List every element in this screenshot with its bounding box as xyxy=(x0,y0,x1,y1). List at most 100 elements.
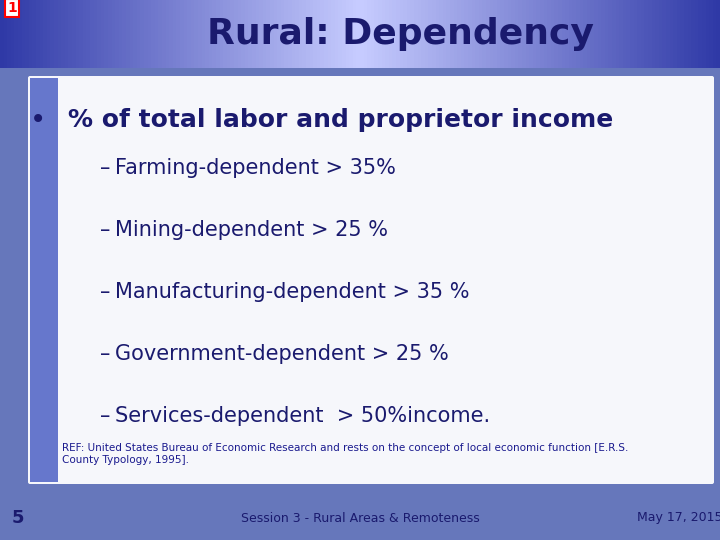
Polygon shape xyxy=(371,0,374,68)
Polygon shape xyxy=(162,0,166,68)
Polygon shape xyxy=(702,0,706,68)
Polygon shape xyxy=(83,0,86,68)
Polygon shape xyxy=(151,0,155,68)
Polygon shape xyxy=(281,0,284,68)
Polygon shape xyxy=(112,0,115,68)
Polygon shape xyxy=(277,0,281,68)
Polygon shape xyxy=(432,0,436,68)
Text: Rural: Dependency: Rural: Dependency xyxy=(207,17,593,51)
Polygon shape xyxy=(79,0,83,68)
Polygon shape xyxy=(331,0,335,68)
Polygon shape xyxy=(598,0,601,68)
Polygon shape xyxy=(97,0,101,68)
Polygon shape xyxy=(385,0,389,68)
Polygon shape xyxy=(410,0,414,68)
Polygon shape xyxy=(464,0,468,68)
Polygon shape xyxy=(497,0,500,68)
Polygon shape xyxy=(54,0,58,68)
Polygon shape xyxy=(695,0,698,68)
Polygon shape xyxy=(94,0,97,68)
Polygon shape xyxy=(263,0,266,68)
Polygon shape xyxy=(29,0,32,68)
Polygon shape xyxy=(457,0,461,68)
Polygon shape xyxy=(461,0,464,68)
Polygon shape xyxy=(256,0,259,68)
Polygon shape xyxy=(389,0,392,68)
Polygon shape xyxy=(446,0,450,68)
Polygon shape xyxy=(126,0,130,68)
Polygon shape xyxy=(32,0,36,68)
Polygon shape xyxy=(472,0,475,68)
Polygon shape xyxy=(526,0,529,68)
Polygon shape xyxy=(367,0,371,68)
Polygon shape xyxy=(562,0,565,68)
Polygon shape xyxy=(608,0,612,68)
Polygon shape xyxy=(292,0,295,68)
Polygon shape xyxy=(572,0,576,68)
Polygon shape xyxy=(637,0,641,68)
Polygon shape xyxy=(176,0,180,68)
Polygon shape xyxy=(364,0,367,68)
Polygon shape xyxy=(400,0,403,68)
Polygon shape xyxy=(414,0,418,68)
Text: May 17, 2015: May 17, 2015 xyxy=(637,511,720,524)
Polygon shape xyxy=(119,0,122,68)
Polygon shape xyxy=(443,0,446,68)
Polygon shape xyxy=(223,0,227,68)
Polygon shape xyxy=(90,0,94,68)
Polygon shape xyxy=(104,0,108,68)
Polygon shape xyxy=(101,0,104,68)
Polygon shape xyxy=(662,0,666,68)
Polygon shape xyxy=(623,0,626,68)
Text: % of total labor and proprietor income: % of total labor and proprietor income xyxy=(68,108,613,132)
Polygon shape xyxy=(565,0,569,68)
Polygon shape xyxy=(310,0,313,68)
Polygon shape xyxy=(673,0,677,68)
Text: Services-dependent  > 50%income.: Services-dependent > 50%income. xyxy=(115,406,490,426)
Polygon shape xyxy=(115,0,119,68)
Polygon shape xyxy=(346,0,349,68)
Polygon shape xyxy=(299,0,302,68)
Polygon shape xyxy=(328,0,331,68)
Polygon shape xyxy=(659,0,662,68)
Polygon shape xyxy=(518,0,522,68)
Polygon shape xyxy=(360,0,364,68)
Polygon shape xyxy=(187,0,191,68)
Text: Farming-dependent > 35%: Farming-dependent > 35% xyxy=(115,158,396,178)
Polygon shape xyxy=(7,0,11,68)
Polygon shape xyxy=(486,0,490,68)
Text: Mining-dependent > 25 %: Mining-dependent > 25 % xyxy=(115,220,388,240)
Polygon shape xyxy=(234,0,238,68)
Text: –: – xyxy=(100,220,110,240)
Polygon shape xyxy=(554,0,558,68)
Polygon shape xyxy=(612,0,616,68)
Polygon shape xyxy=(716,0,720,68)
Polygon shape xyxy=(198,0,202,68)
Polygon shape xyxy=(295,0,299,68)
Polygon shape xyxy=(58,0,61,68)
Polygon shape xyxy=(342,0,346,68)
Polygon shape xyxy=(551,0,554,68)
Polygon shape xyxy=(428,0,432,68)
Polygon shape xyxy=(72,0,76,68)
Polygon shape xyxy=(569,0,572,68)
Polygon shape xyxy=(536,0,540,68)
Polygon shape xyxy=(284,0,288,68)
Polygon shape xyxy=(655,0,659,68)
Polygon shape xyxy=(515,0,518,68)
Polygon shape xyxy=(180,0,184,68)
Polygon shape xyxy=(493,0,497,68)
Polygon shape xyxy=(706,0,709,68)
Polygon shape xyxy=(547,0,551,68)
Polygon shape xyxy=(392,0,396,68)
Polygon shape xyxy=(490,0,493,68)
Polygon shape xyxy=(587,0,590,68)
Polygon shape xyxy=(439,0,443,68)
Polygon shape xyxy=(356,0,360,68)
Polygon shape xyxy=(353,0,356,68)
Polygon shape xyxy=(691,0,695,68)
Polygon shape xyxy=(324,0,328,68)
Text: –: – xyxy=(100,158,110,178)
Polygon shape xyxy=(698,0,702,68)
Polygon shape xyxy=(529,0,533,68)
